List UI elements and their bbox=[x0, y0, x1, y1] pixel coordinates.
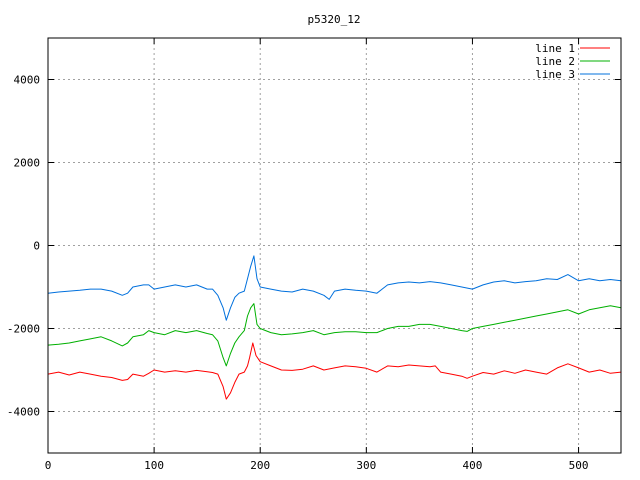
legend-label: line 1 bbox=[535, 42, 575, 55]
y-tick-label: -4000 bbox=[7, 406, 40, 419]
series-line-2 bbox=[47, 303, 622, 367]
plot-frame bbox=[47, 37, 622, 454]
x-tick-label: 0 bbox=[45, 459, 52, 472]
x-tick-label: 500 bbox=[569, 459, 589, 472]
legend-label: line 2 bbox=[535, 55, 575, 68]
chart-title: p5320_12 bbox=[308, 13, 361, 26]
y-tick-label: 0 bbox=[33, 240, 40, 253]
series-group bbox=[47, 255, 622, 400]
legend-label: line 3 bbox=[535, 68, 575, 81]
y-tick-label: -2000 bbox=[7, 323, 40, 336]
x-tick-label: 200 bbox=[250, 459, 270, 472]
series-line-3 bbox=[47, 255, 622, 321]
series-line-1 bbox=[47, 342, 622, 400]
y-tick-label: 2000 bbox=[14, 157, 41, 170]
axis-ticks: 0 100 200 300 400 500 -4000 -2000 0 2000 4000 bbox=[7, 38, 621, 472]
x-tick-label: 400 bbox=[463, 459, 483, 472]
x-tick-label: 300 bbox=[356, 459, 376, 472]
y-tick-label: 4000 bbox=[14, 74, 41, 87]
x-tick-label: 100 bbox=[144, 459, 164, 472]
grid bbox=[48, 38, 621, 453]
